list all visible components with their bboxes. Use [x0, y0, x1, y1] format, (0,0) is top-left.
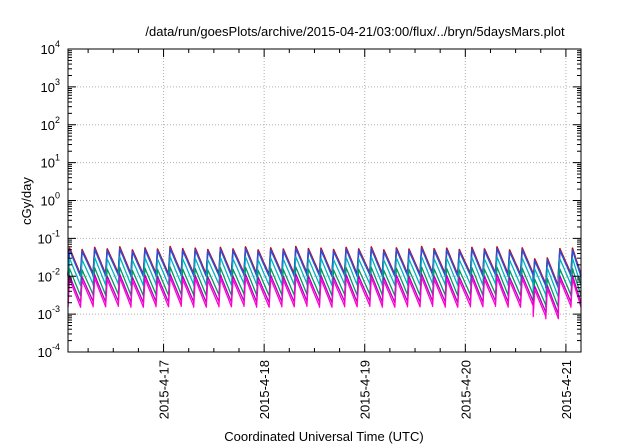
x-tick-label: 2015-4-21 [559, 360, 574, 419]
y-tick-label: 10-4 [38, 342, 60, 360]
y-tick-exponent: 1 [55, 153, 60, 163]
plot-frame [67, 48, 582, 353]
y-tick-exponent: 0 [55, 191, 60, 201]
x-axis: 2015-4-17 2015-4-18 2015-4-19 2015-4-20 2015… [87, 49, 574, 419]
y-tick-exponent: -2 [52, 266, 60, 276]
x-tick-label: 2015-4-19 [358, 360, 373, 419]
x-tick-label: 2015-4-18 [257, 360, 272, 419]
y-tick-exponent: -3 [52, 304, 60, 314]
series-group [67, 245, 582, 320]
y-tick-label: 103 [41, 77, 60, 95]
y-tick-label: 104 [41, 39, 60, 57]
y-tick-exponent: 3 [55, 77, 60, 87]
series-line [67, 276, 582, 320]
y-tick-label: 100 [41, 191, 60, 209]
y-tick-exponent: 4 [55, 39, 60, 49]
y-tick-exponent: -1 [52, 228, 60, 238]
chart-title: /data/run/goesPlots/archive/2015-04-21/0… [145, 24, 565, 39]
grid-lines [68, 49, 581, 352]
y-tick-label: 10-1 [38, 228, 60, 246]
y-tick-exponent: -4 [52, 342, 60, 352]
y-axis-label: cGy/day [19, 177, 34, 225]
x-axis-label: Coordinated Universal Time (UTC) [224, 429, 423, 444]
x-tick-label: 2015-4-17 [157, 360, 172, 419]
y-tick-label: 102 [41, 115, 60, 133]
y-tick-label: 101 [41, 153, 60, 171]
y-tick-label: 10-2 [38, 266, 60, 284]
y-tick-label: 10-3 [38, 304, 60, 322]
y-tick-exponent: 2 [55, 115, 60, 125]
x-tick-label: 2015-4-20 [458, 360, 473, 419]
